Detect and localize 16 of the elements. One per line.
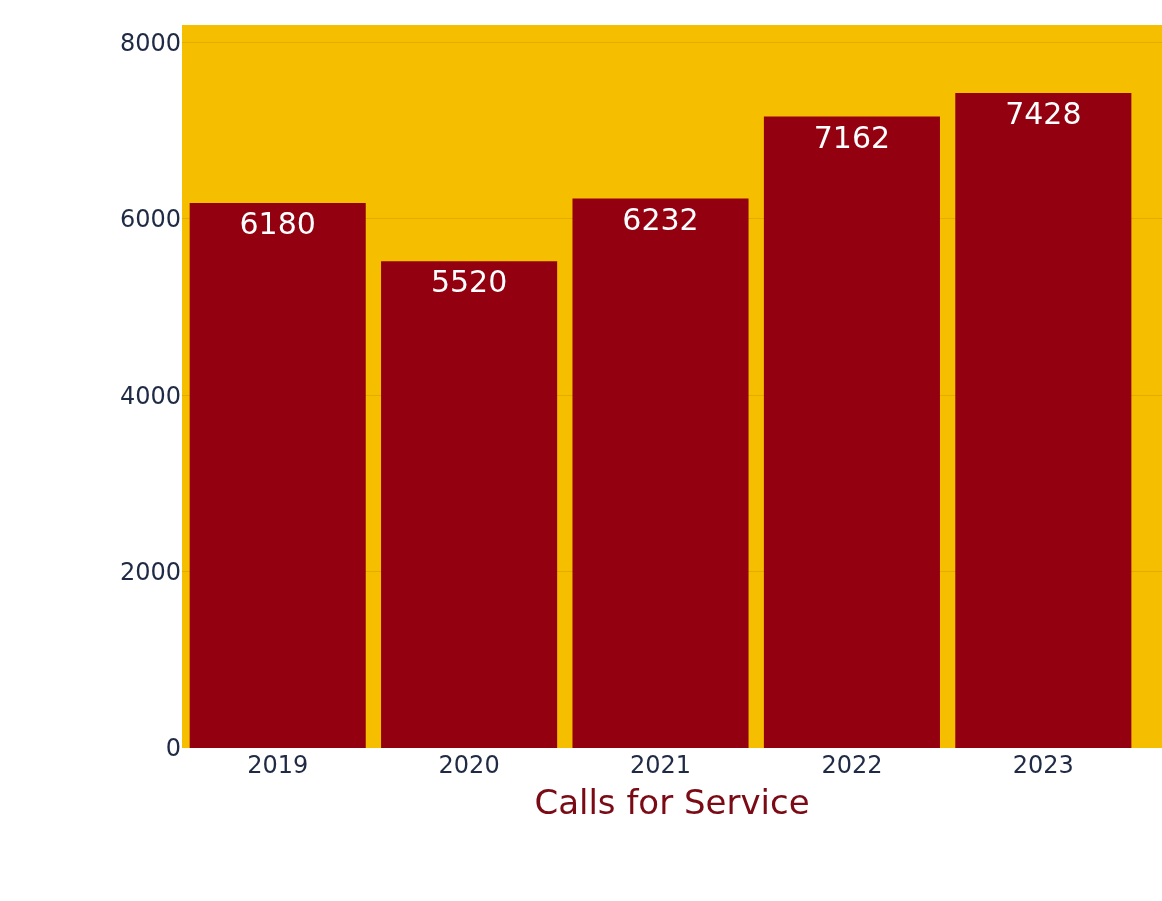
y-tick-label: 0 [165, 734, 181, 763]
y-tick-label: 2000 [119, 558, 181, 587]
data-label: 6232 [622, 201, 699, 237]
x-tick-label: 2020 [438, 751, 500, 779]
data-label: 7428 [1005, 96, 1082, 132]
x-tick-label: 2019 [247, 751, 309, 779]
x-axis-title: Calls for Service [534, 782, 810, 823]
x-tick-label: 2023 [1012, 751, 1074, 779]
x-tick-label: 2021 [629, 751, 692, 779]
x-tick-label: 2022 [821, 751, 883, 779]
data-label: 5520 [430, 264, 508, 300]
data-label: 6180 [239, 206, 316, 242]
y-tick-label: 6000 [119, 205, 181, 234]
data-label: 7162 [813, 119, 891, 155]
y-tick-label: 8000 [119, 29, 181, 58]
y-tick-label: 4000 [119, 381, 181, 410]
